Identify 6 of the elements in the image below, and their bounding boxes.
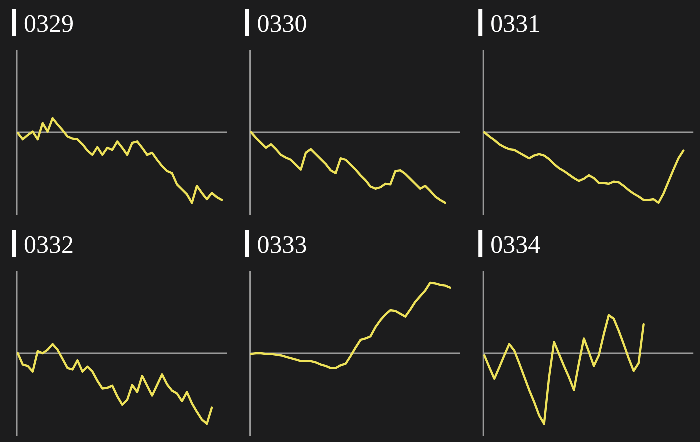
chart-title: 0329 bbox=[24, 11, 74, 38]
chart-title: 0333 bbox=[257, 232, 308, 259]
chart-title: 0334 bbox=[490, 232, 542, 259]
chart-title: 0331 bbox=[490, 11, 541, 38]
chart-title: 0330 bbox=[257, 11, 308, 38]
chart-title: 0332 bbox=[24, 232, 74, 259]
